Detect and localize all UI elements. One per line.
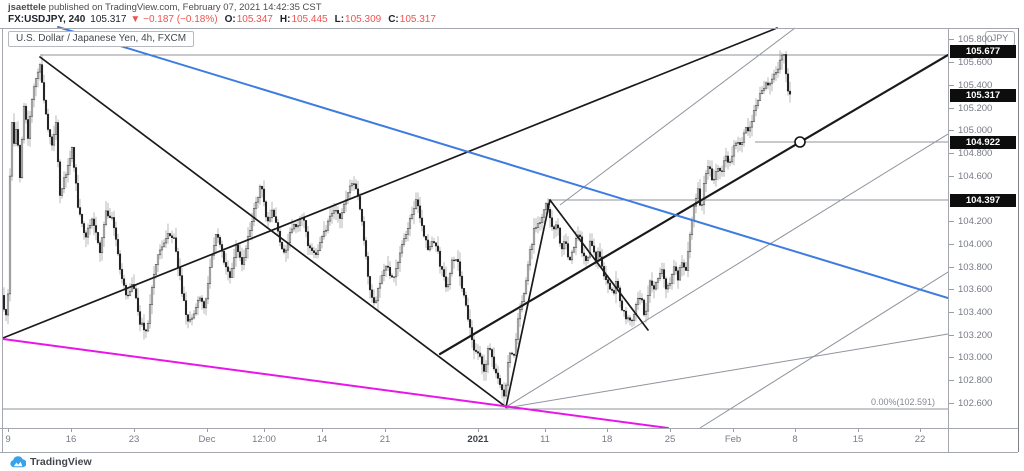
tick-dash	[920, 429, 921, 432]
price-badge: 104.397	[950, 193, 1016, 207]
publisher-name: jsaettele	[8, 2, 47, 13]
tick-dash	[949, 267, 954, 268]
low-label: L:	[334, 14, 345, 25]
tick-dash	[949, 153, 954, 154]
time-tick: 18	[601, 434, 613, 445]
price-change: ▼ −0.187 (−0.18%)	[130, 14, 218, 25]
tick-dash	[545, 429, 546, 432]
tick-dash	[71, 429, 72, 432]
high-value: 105.445	[291, 14, 328, 25]
time-tick: 11	[540, 434, 550, 445]
open-value: 105.347	[236, 14, 273, 25]
time-tick: 16	[65, 434, 77, 445]
time-tick: 9	[5, 434, 11, 445]
tick-dash	[949, 85, 954, 86]
tick-dash	[670, 429, 671, 432]
time-tick: 14	[316, 434, 328, 445]
time-tick: Feb	[724, 434, 742, 445]
tradingview-logo-icon[interactable]	[9, 455, 26, 468]
nov-high-downtrend	[39, 56, 507, 408]
target-trendline	[438, 53, 948, 356]
tick-dash	[858, 429, 859, 432]
time-tick: 23	[128, 434, 140, 445]
tick-dash	[949, 108, 954, 109]
tick-dash	[949, 221, 954, 222]
last-price: 105.317	[90, 14, 127, 25]
tick-dash	[949, 39, 954, 40]
price-badge: 105.317	[950, 88, 1016, 102]
tick-dash	[949, 176, 954, 177]
tick-dash	[949, 357, 954, 358]
jan-pullback	[549, 199, 649, 331]
price-axis-border	[948, 28, 949, 452]
price-badge: 104.922	[950, 135, 1016, 149]
tick-dash	[949, 244, 954, 245]
frame-plot-bottom-border	[0, 428, 1018, 429]
nov-low-uptrend	[2, 27, 778, 339]
tick-dash	[949, 130, 954, 131]
chart-canvas[interactable]	[0, 0, 948, 452]
time-tick: 2021	[467, 434, 489, 445]
fib-label: 0.00%(102.591)	[870, 397, 935, 407]
time-tick: 25	[664, 434, 676, 445]
channel-lines	[505, 27, 948, 429]
tick-dash	[607, 429, 608, 432]
close-label: C:	[388, 14, 399, 25]
time-tick: 21	[379, 434, 391, 445]
tick-dash	[795, 429, 796, 432]
symbol-label: FX:USDJPY, 240	[8, 14, 86, 25]
tick-dash	[207, 429, 208, 432]
target-circle-marker	[794, 136, 806, 148]
tick-dash	[949, 312, 954, 313]
tick-dash	[949, 289, 954, 290]
magenta-line	[2, 338, 669, 429]
open-label: O:	[224, 14, 236, 25]
time-tick: Dec	[198, 434, 216, 445]
frame-left-border	[2, 28, 3, 452]
tick-dash	[949, 403, 954, 404]
publish-info: published on TradingView.com, February 0…	[46, 2, 322, 13]
time-tick: 8	[792, 434, 798, 445]
tradingview-brand[interactable]: TradingView	[30, 456, 92, 468]
candles	[2, 50, 792, 405]
ohlc-bar: FX:USDJPY, 240 105.317 ▼ −0.187 (−0.18%) O:…	[8, 14, 436, 25]
tick-dash	[733, 429, 734, 432]
tick-dash	[322, 429, 323, 432]
tick-dash	[134, 429, 135, 432]
frame-right-border	[1018, 28, 1019, 452]
blue-longterm-line	[57, 26, 948, 299]
high-label: H:	[279, 14, 291, 25]
low-value: 105.309	[345, 14, 382, 25]
trendlines	[2, 26, 948, 429]
tick-dash	[264, 429, 265, 432]
tick-dash	[949, 380, 954, 381]
price-axis[interactable]: JPY 105.800 105.600 105.400 105.200 105.000 1…	[949, 29, 1018, 428]
time-tick: 22	[914, 434, 926, 445]
frame-footer-border	[0, 452, 1018, 453]
horizontal-levels	[3, 54, 948, 410]
time-tick: 15	[852, 434, 864, 445]
chart-legend[interactable]: U.S. Dollar / Japanese Yen, 4h, FXCM	[8, 31, 195, 47]
tick-dash	[949, 62, 954, 63]
time-axis[interactable]: 9 16 23 Dec 12:00 14 21 2021 11 18 25 Feb 8 15 22	[0, 429, 948, 452]
tick-dash	[478, 429, 479, 432]
frame-top-border	[0, 28, 1018, 29]
price-badge: 105.677	[950, 44, 1016, 58]
close-value: 105.317	[399, 14, 436, 25]
tick-dash	[8, 429, 9, 432]
tick-dash	[385, 429, 386, 432]
footer-bar: TradingView	[0, 453, 1024, 471]
time-tick: 12:00	[252, 434, 276, 445]
publish-line: jsaettele published on TradingView.com, …	[8, 2, 322, 13]
tick-dash	[949, 335, 954, 336]
dec-jan-rally	[505, 199, 551, 408]
